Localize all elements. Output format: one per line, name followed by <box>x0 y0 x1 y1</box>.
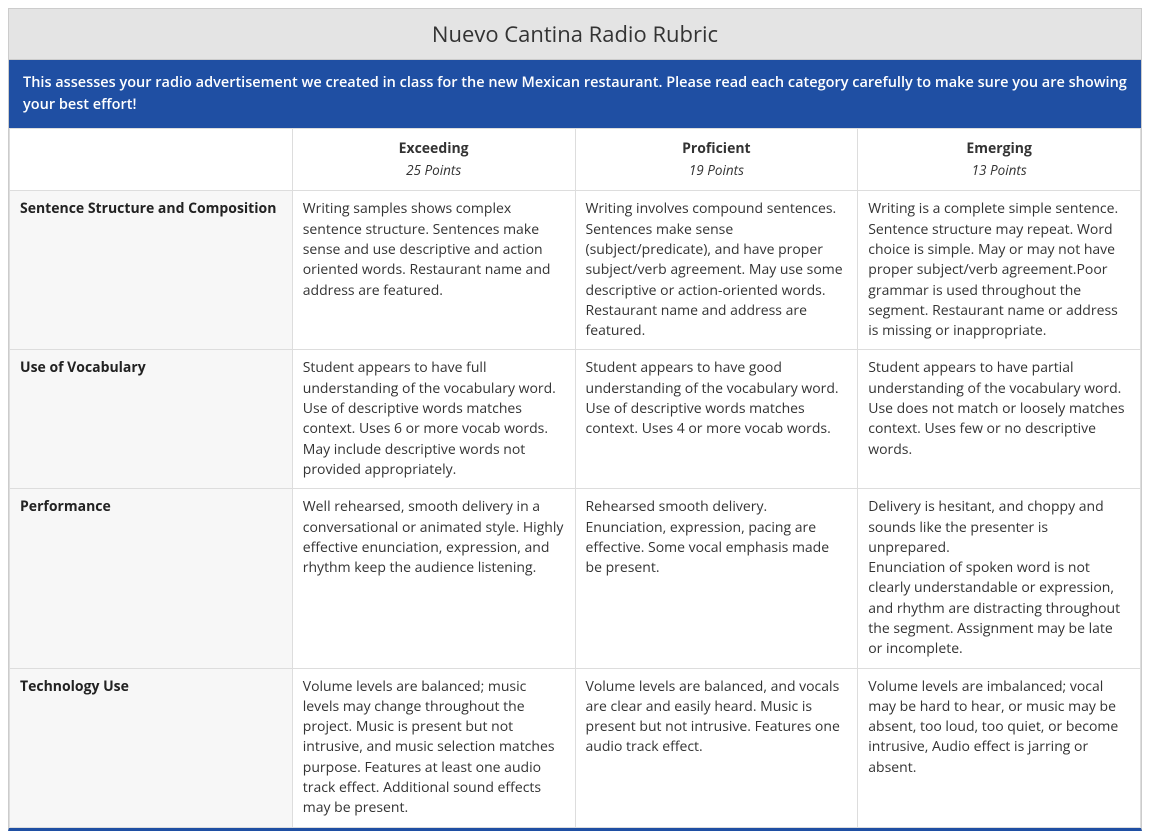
col-points: 13 Points <box>866 161 1132 181</box>
col-points: 19 Points <box>584 161 850 181</box>
table-row: Use of Vocabulary Student appears to hav… <box>10 350 1141 489</box>
rubric-table-body: Sentence Structure and Composition Writi… <box>10 191 1141 827</box>
header-col-exceeding: Exceeding 25 Points <box>292 128 575 191</box>
table-row: Sentence Structure and Composition Writi… <box>10 191 1141 350</box>
table-row: Performance Well rehearsed, smooth deliv… <box>10 489 1141 668</box>
row-label: Technology Use <box>10 668 293 827</box>
row-label: Sentence Structure and Composition <box>10 191 293 350</box>
cell: Well rehearsed, smooth delivery in a con… <box>292 489 575 668</box>
rubric-description: This assesses your radio advertisement w… <box>9 60 1141 128</box>
cell: Student appears to have full understandi… <box>292 350 575 489</box>
col-points: 25 Points <box>301 161 567 181</box>
col-label: Exceeding <box>399 139 469 158</box>
cell: Writing involves compound sentences. Sen… <box>575 191 858 350</box>
cell: Student appears to have good understandi… <box>575 350 858 489</box>
rubric-table: Exceeding 25 Points Proficient 19 Points… <box>9 128 1141 828</box>
row-label: Use of Vocabulary <box>10 350 293 489</box>
cell: Volume levels are balanced; music levels… <box>292 668 575 827</box>
cell: Writing is a complete simple sentence. S… <box>858 191 1141 350</box>
cell: Writing samples shows complex sentence s… <box>292 191 575 350</box>
col-label: Emerging <box>966 139 1032 158</box>
cell: Volume levels are balanced, and vocals a… <box>575 668 858 827</box>
row-label: Performance <box>10 489 293 668</box>
cell: Volume levels are imbalanced; vocal may … <box>858 668 1141 827</box>
rubric-container: Nuevo Cantina Radio Rubric This assesses… <box>8 8 1142 831</box>
header-col-emerging: Emerging 13 Points <box>858 128 1141 191</box>
rubric-title: Nuevo Cantina Radio Rubric <box>9 9 1141 60</box>
header-blank <box>10 128 293 191</box>
header-col-proficient: Proficient 19 Points <box>575 128 858 191</box>
cell: Student appears to have partial understa… <box>858 350 1141 489</box>
col-label: Proficient <box>682 139 751 158</box>
rubric-table-head: Exceeding 25 Points Proficient 19 Points… <box>10 128 1141 191</box>
table-row: Technology Use Volume levels are balance… <box>10 668 1141 827</box>
cell: Delivery is hesitant, and choppy and sou… <box>858 489 1141 668</box>
cell: Rehearsed smooth delivery. Enunciation, … <box>575 489 858 668</box>
